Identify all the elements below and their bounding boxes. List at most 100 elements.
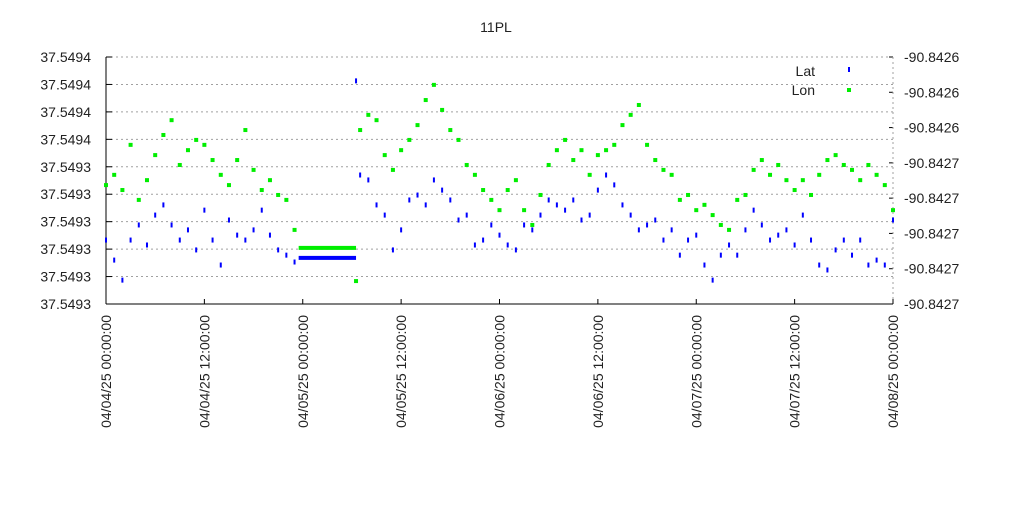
y-left-tick-label: 37.5494 — [40, 104, 91, 120]
data-point-lon — [284, 197, 289, 202]
data-point-lat — [867, 262, 870, 268]
data-point-lat — [859, 237, 862, 243]
data-point-lat — [752, 207, 755, 213]
data-point-lat — [506, 242, 509, 248]
data-point-lon — [136, 197, 141, 202]
data-point-lon — [653, 158, 658, 163]
legend-marker-lat — [848, 67, 850, 72]
data-point-lon — [235, 158, 240, 163]
data-point-lat — [760, 222, 763, 228]
data-point-lon — [144, 178, 149, 183]
data-point-lat — [219, 262, 222, 268]
data-point-lat — [355, 78, 358, 84]
data-point-lat — [777, 232, 780, 238]
y-left-tick-label: 37.5493 — [40, 269, 91, 285]
data-point-lon — [243, 128, 248, 133]
y-left-tick-label: 37.5494 — [40, 49, 91, 65]
data-point-lon — [751, 167, 756, 172]
data-point-lat — [400, 227, 403, 233]
legend: Lat Lon — [792, 63, 851, 98]
x-tick-label: 04/06/25 12:00:00 — [590, 315, 606, 428]
y-left-tick-label: 37.5493 — [40, 186, 91, 202]
data-point-lat — [678, 252, 681, 258]
data-point-lat — [834, 247, 837, 253]
x-tick-label: 04/04/25 12:00:00 — [196, 315, 212, 428]
data-point-lat — [564, 207, 567, 213]
data-point-lat — [383, 212, 386, 218]
data-point-lon — [891, 208, 895, 213]
legend-marker-lon — [847, 88, 851, 92]
data-point-lon — [218, 172, 223, 177]
data-point-lat — [449, 197, 452, 203]
y-right-tick-label: -90.8426 — [904, 84, 959, 100]
data-point-lat — [195, 247, 198, 253]
data-point-lat — [252, 227, 255, 233]
y-right-tick-label: -90.8427 — [904, 225, 959, 241]
data-point-lat — [145, 242, 148, 248]
data-point-lat — [801, 212, 804, 218]
y-right-tick-label: -90.8426 — [904, 120, 959, 136]
data-point-lat — [555, 202, 558, 208]
data-point-lon — [850, 167, 855, 172]
flat-segment-lon — [298, 245, 357, 250]
y-left-tick-label: 37.5494 — [40, 131, 91, 147]
data-point-lon — [686, 192, 691, 197]
data-point-lon — [161, 132, 166, 137]
data-point-lon — [620, 123, 625, 128]
data-point-lat — [293, 259, 296, 265]
y-left-tick-label: 37.5493 — [40, 214, 91, 230]
data-point-lon — [792, 188, 797, 193]
data-point-lon — [489, 197, 494, 202]
data-point-lon — [354, 279, 359, 284]
data-point-lon — [571, 158, 576, 163]
data-point-lon — [464, 162, 469, 167]
data-point-lat — [244, 237, 247, 243]
data-point-lon — [694, 208, 699, 213]
data-point-lat — [465, 212, 468, 218]
x-tick-label: 04/07/25 00:00:00 — [688, 315, 704, 428]
data-point-lon — [882, 183, 887, 188]
data-point-lon — [874, 172, 879, 177]
data-point-lon — [866, 162, 871, 167]
data-point-lat — [186, 227, 189, 233]
data-point-lat — [572, 197, 575, 203]
data-point-lon — [677, 197, 682, 202]
data-point-lat — [613, 182, 616, 188]
data-point-lon — [809, 192, 814, 197]
data-point-lat — [482, 237, 485, 243]
y-left-tick-label: 37.5493 — [40, 159, 91, 175]
data-point-lat — [629, 212, 632, 218]
data-point-lat — [547, 197, 550, 203]
data-point-lat — [580, 217, 583, 223]
data-point-lon — [546, 162, 551, 167]
data-point-lat — [498, 232, 501, 238]
y-right-tick-label: -90.8427 — [904, 190, 959, 206]
series-lon — [104, 82, 895, 284]
data-point-lat — [408, 197, 411, 203]
data-point-lat — [236, 232, 239, 238]
data-point-lon — [366, 112, 371, 117]
data-point-lon — [710, 213, 715, 218]
data-point-lon — [169, 118, 174, 123]
data-point-lat — [826, 267, 829, 273]
data-point-lon — [440, 107, 445, 112]
data-point-lat — [162, 202, 165, 208]
data-point-lat — [523, 222, 526, 228]
x-tick-label: 04/08/25 00:00:00 — [885, 315, 901, 428]
x-tick-label: 04/06/25 00:00:00 — [492, 315, 508, 428]
data-point-lat — [129, 237, 132, 243]
data-point-lon — [505, 188, 510, 193]
y-right-tick-label: -90.8427 — [904, 155, 959, 171]
data-point-lat — [457, 217, 460, 223]
data-point-lon — [735, 197, 740, 202]
data-point-lat — [637, 227, 640, 233]
data-point-lat — [432, 177, 435, 183]
y-left-tick-label: 37.5493 — [40, 296, 91, 312]
y-right-tick-label: -90.8426 — [904, 49, 959, 65]
data-point-lat — [744, 227, 747, 233]
data-marks — [104, 78, 895, 284]
data-point-lat — [818, 262, 821, 268]
data-point-lon — [415, 123, 420, 128]
data-point-lat — [416, 192, 419, 198]
